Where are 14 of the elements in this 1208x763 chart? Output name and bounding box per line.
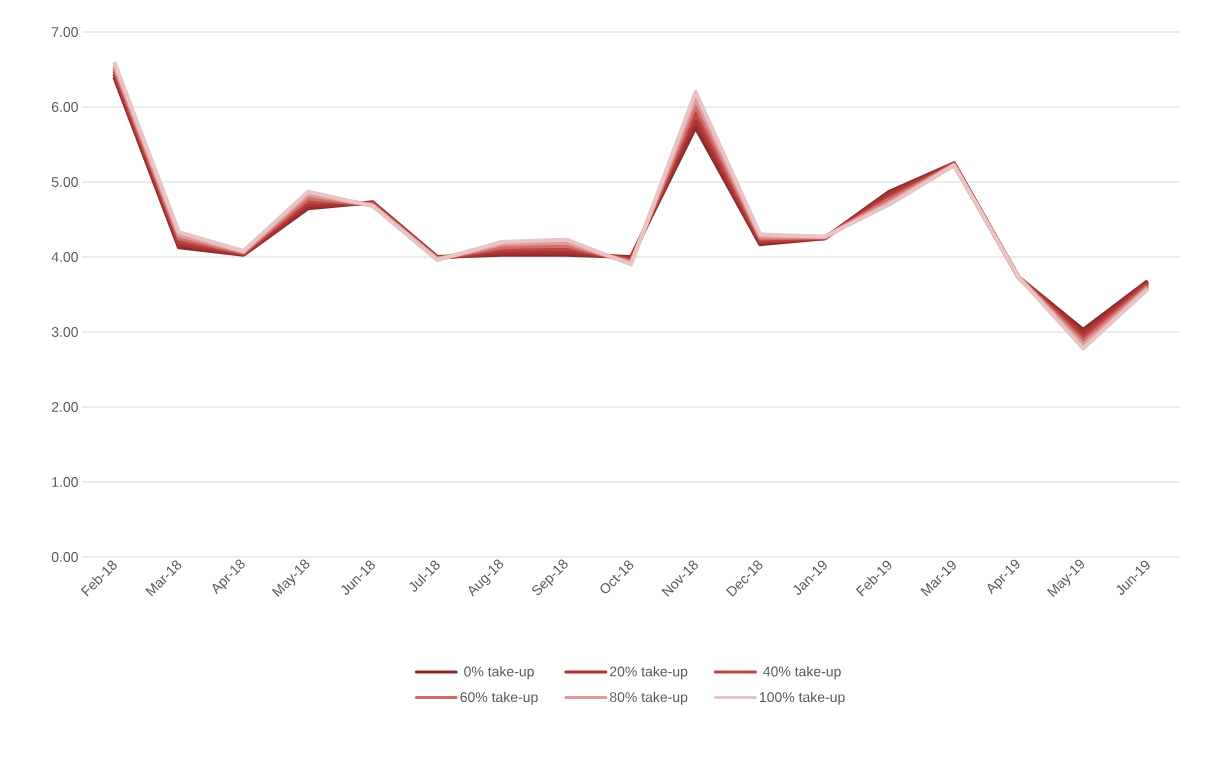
y-tick-label: 1.00 [52, 477, 78, 487]
y-tick-label: 3.00 [51, 327, 78, 337]
legend-label: 100% take-up [759, 691, 845, 705]
y-tick-label: 6.00 [51, 102, 78, 112]
legend-label: 40% take-up [763, 666, 841, 680]
y-tick-label: 0.00 [51, 552, 78, 562]
y-tick-label: 7.00 [51, 27, 78, 37]
legend-label: 80% take-up [609, 691, 688, 705]
legend-label: 0% take-up [464, 666, 534, 680]
y-tick-label: 5.00 [51, 177, 78, 187]
legend-label: 20% take-up [610, 666, 688, 680]
legend-label: 60% take-up [460, 691, 538, 705]
y-tick-label: 4.00 [51, 252, 78, 262]
y-tick-label: 2.00 [51, 402, 78, 412]
